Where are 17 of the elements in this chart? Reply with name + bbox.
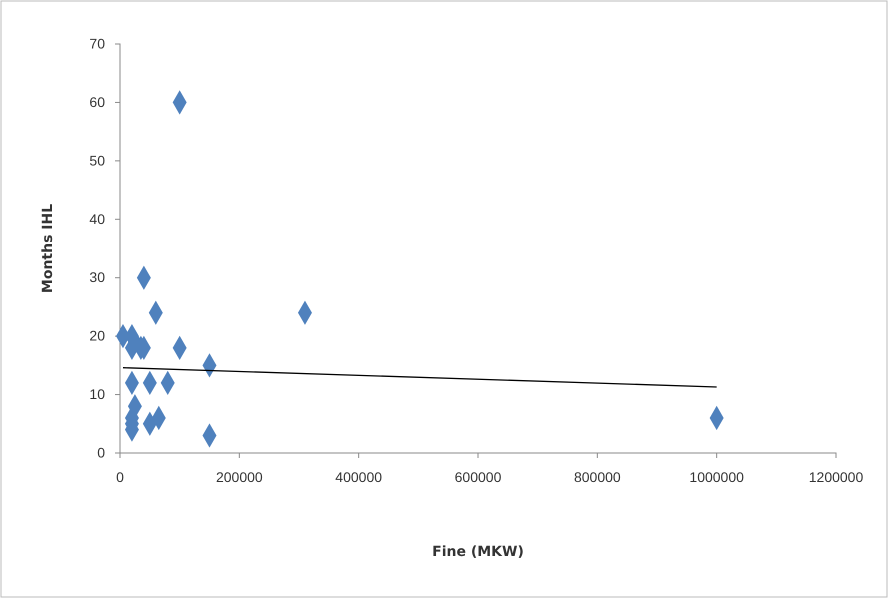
x-tick-label: 400000 bbox=[335, 468, 382, 485]
y-tick-label: 70 bbox=[89, 35, 106, 52]
y-tick-label: 0 bbox=[97, 444, 106, 460]
x-tick-label: 800000 bbox=[574, 468, 621, 485]
x-tick-label: 1200000 bbox=[808, 468, 864, 485]
x-tick-label: 0 bbox=[116, 468, 124, 485]
x-axis-title: Fine (MKW) bbox=[432, 544, 524, 560]
x-tick-label: 200000 bbox=[216, 468, 263, 485]
y-axis-title: Months IHL bbox=[40, 204, 56, 294]
x-tick-label: 1000000 bbox=[689, 468, 744, 485]
x-tick-label: 600000 bbox=[454, 468, 502, 485]
y-tick-label: 30 bbox=[89, 269, 106, 286]
y-tick-label: 50 bbox=[89, 152, 106, 168]
y-tick-label: 10 bbox=[89, 386, 106, 402]
y-tick-label: 60 bbox=[89, 94, 106, 110]
y-tick-label: 20 bbox=[89, 328, 106, 344]
y-tick-label: 40 bbox=[89, 210, 106, 227]
